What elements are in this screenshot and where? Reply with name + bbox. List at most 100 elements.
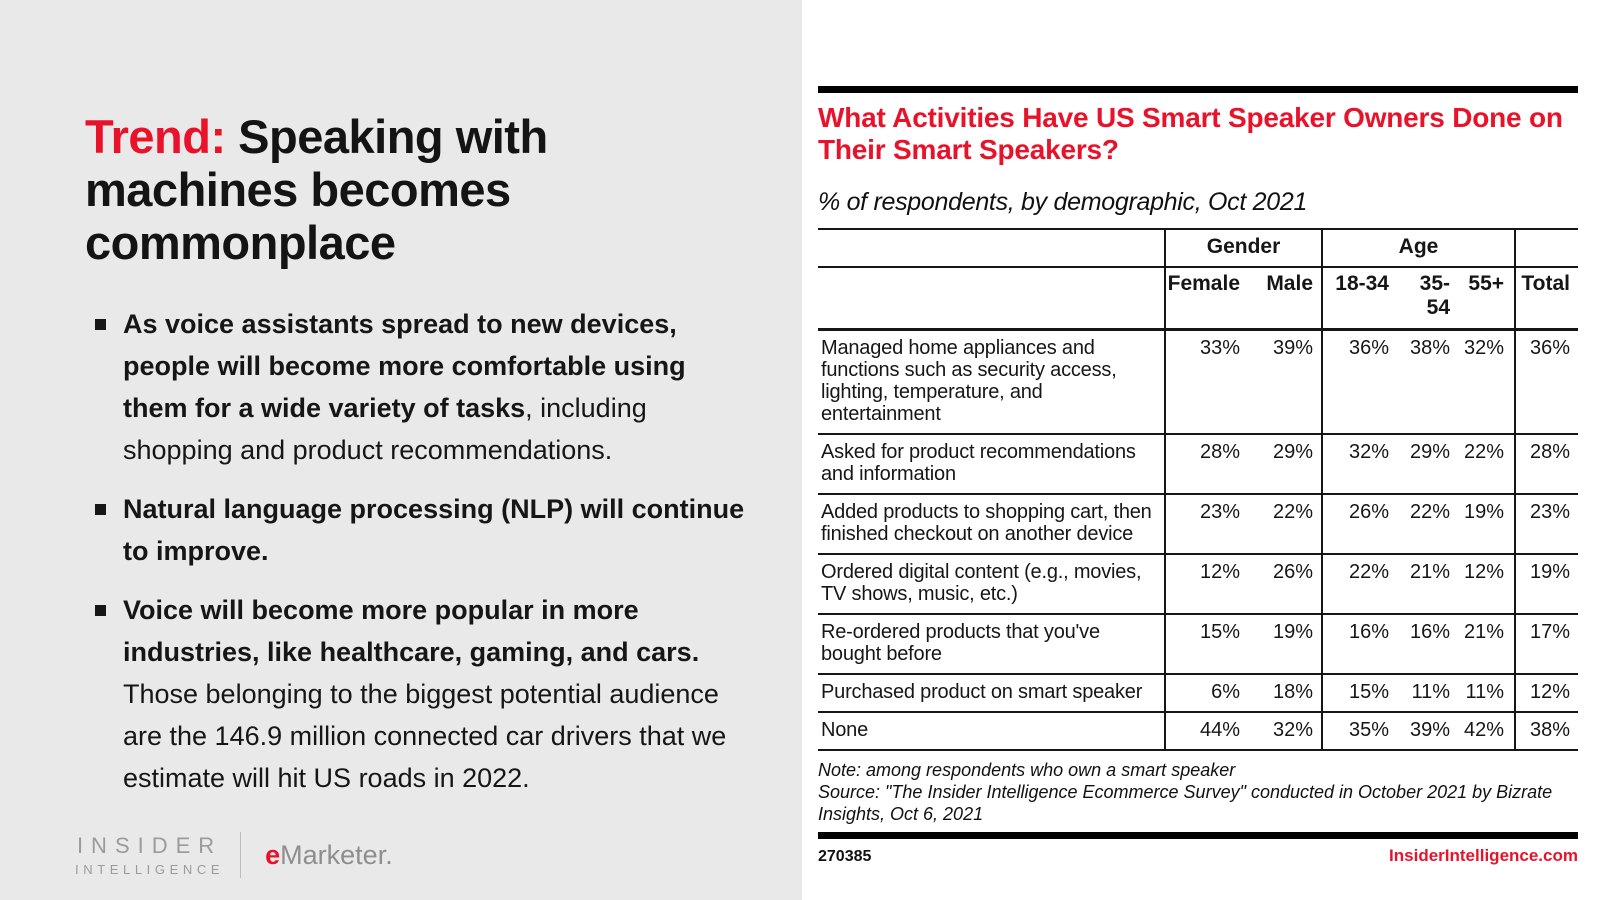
cell-total: 12% bbox=[1514, 674, 1579, 714]
cell-female: 15% bbox=[1164, 614, 1248, 676]
cell-18-34: 26% bbox=[1321, 494, 1397, 556]
col-header-18-34: 18-34 bbox=[1321, 267, 1397, 332]
chart-note: Note: among respondents who own a smart … bbox=[818, 760, 1236, 781]
group-header-age: Age bbox=[1320, 229, 1516, 269]
cell-female: 12% bbox=[1164, 554, 1248, 616]
cell-35-54: 11% bbox=[1397, 674, 1458, 714]
col-header-total: Total bbox=[1514, 267, 1579, 332]
cell-55plus: 22% bbox=[1458, 434, 1516, 496]
cell-55plus: 11% bbox=[1458, 674, 1516, 714]
table-row: None 44% 32% 35% 39% 42% 38% bbox=[818, 712, 1579, 752]
group-header-empty bbox=[818, 229, 1165, 269]
chart-subtitle: % of respondents, by demographic, Oct 20… bbox=[818, 188, 1308, 217]
bullet-item: Natural language processing (NLP) will c… bbox=[93, 488, 747, 572]
row-label: None bbox=[818, 712, 1165, 752]
chart-bottom-rule bbox=[818, 832, 1578, 840]
cell-male: 18% bbox=[1248, 674, 1322, 714]
cell-18-34: 32% bbox=[1321, 434, 1397, 496]
col-header-female: Female bbox=[1164, 267, 1248, 332]
cell-18-34: 16% bbox=[1321, 614, 1397, 676]
insider-logo-line1: INSIDER bbox=[76, 833, 223, 858]
slide-title: Trend: Speaking with machines becomes co… bbox=[85, 111, 747, 269]
bullet-item: Voice will become more popular in more i… bbox=[93, 589, 747, 799]
chart-source: Source: "The Insider Intelligence Ecomme… bbox=[818, 782, 1553, 824]
bullet-bold-text: Voice will become more popular in more i… bbox=[123, 595, 700, 668]
cell-total: 17% bbox=[1514, 614, 1579, 676]
brand-footer: INSIDER INTELLIGENCE eMarketer. bbox=[75, 832, 393, 878]
col-header-empty bbox=[818, 267, 1165, 332]
cell-male: 29% bbox=[1248, 434, 1322, 496]
cell-35-54: 39% bbox=[1397, 712, 1458, 752]
row-label: Ordered digital content (e.g., movies, T… bbox=[818, 554, 1165, 616]
table-row: Asked for product recommendations and in… bbox=[818, 434, 1579, 496]
group-header-total-empty bbox=[1514, 229, 1579, 269]
website-link[interactable]: InsiderIntelligence.com bbox=[1389, 846, 1578, 866]
cell-18-34: 22% bbox=[1321, 554, 1397, 616]
table-row: Added products to shopping cart, then fi… bbox=[818, 494, 1579, 556]
chart-top-rule bbox=[818, 86, 1578, 93]
group-header-row: Gender Age bbox=[818, 229, 1579, 269]
logo-divider bbox=[240, 832, 242, 878]
col-header-male: Male bbox=[1248, 267, 1322, 332]
cell-total: 38% bbox=[1514, 712, 1579, 752]
cell-55plus: 42% bbox=[1458, 712, 1516, 752]
cell-total: 23% bbox=[1514, 494, 1579, 556]
cell-18-34: 35% bbox=[1321, 712, 1397, 752]
group-header-gender: Gender bbox=[1164, 229, 1322, 269]
cell-male: 22% bbox=[1248, 494, 1322, 556]
row-label: Re-ordered products that you've bought b… bbox=[818, 614, 1165, 676]
bullet-regular-text: , including shopping and product recomme… bbox=[123, 393, 647, 466]
cell-total: 28% bbox=[1514, 434, 1579, 496]
emarketer-logo-rest: Marketer. bbox=[280, 839, 393, 870]
chart-notes: Note: among respondents who own a smart … bbox=[818, 760, 1578, 825]
col-header-55plus: 55+ bbox=[1458, 267, 1516, 332]
row-label: Purchased product on smart speaker bbox=[818, 674, 1165, 714]
row-label: Added products to shopping cart, then fi… bbox=[818, 494, 1165, 556]
cell-female: 44% bbox=[1164, 712, 1248, 752]
cell-35-54: 21% bbox=[1397, 554, 1458, 616]
cell-total: 36% bbox=[1514, 329, 1579, 436]
bullet-list: As voice assistants spread to new device… bbox=[93, 303, 747, 799]
emarketer-logo: eMarketer. bbox=[265, 840, 393, 871]
cell-male: 39% bbox=[1248, 329, 1322, 436]
bullet-item: As voice assistants spread to new device… bbox=[93, 303, 747, 471]
emarketer-logo-e: e bbox=[265, 839, 281, 870]
chart-id: 270385 bbox=[818, 848, 872, 866]
table-row: Purchased product on smart speaker 6% 18… bbox=[818, 674, 1579, 714]
table-head: Gender Age Female Male 18-34 35-54 55+ T… bbox=[818, 229, 1579, 332]
chart-title: What Activities Have US Smart Speaker Ow… bbox=[818, 102, 1563, 165]
cell-18-34: 36% bbox=[1321, 329, 1397, 436]
column-header-row: Female Male 18-34 35-54 55+ Total bbox=[818, 267, 1579, 332]
cell-55plus: 12% bbox=[1458, 554, 1516, 616]
bullet-regular-text: Those belonging to the biggest potential… bbox=[123, 679, 727, 794]
cell-18-34: 15% bbox=[1321, 674, 1397, 714]
cell-35-54: 22% bbox=[1397, 494, 1458, 556]
insider-logo-line2: INTELLIGENCE bbox=[75, 862, 225, 877]
cell-male: 19% bbox=[1248, 614, 1322, 676]
slide-title-rest: Speaking with machines becomes commonpla… bbox=[85, 110, 548, 269]
cell-male: 26% bbox=[1248, 554, 1322, 616]
cell-35-54: 16% bbox=[1397, 614, 1458, 676]
row-label: Managed home appliances and functions su… bbox=[818, 329, 1165, 436]
cell-35-54: 38% bbox=[1397, 329, 1458, 436]
data-table: Gender Age Female Male 18-34 35-54 55+ T… bbox=[818, 228, 1579, 752]
table-body: Managed home appliances and functions su… bbox=[818, 329, 1579, 752]
bullet-bold-text: As voice assistants spread to new device… bbox=[123, 309, 686, 424]
cell-female: 6% bbox=[1164, 674, 1248, 714]
cell-55plus: 19% bbox=[1458, 494, 1516, 556]
table-row: Managed home appliances and functions su… bbox=[818, 329, 1579, 436]
col-header-35-54: 35-54 bbox=[1397, 267, 1458, 332]
insider-intelligence-logo: INSIDER INTELLIGENCE bbox=[75, 833, 224, 877]
row-label: Asked for product recommendations and in… bbox=[818, 434, 1165, 496]
cell-55plus: 32% bbox=[1458, 329, 1516, 436]
chart-footer: 270385 InsiderIntelligence.com bbox=[818, 846, 1578, 866]
cell-35-54: 29% bbox=[1397, 434, 1458, 496]
table-row: Ordered digital content (e.g., movies, T… bbox=[818, 554, 1579, 616]
cell-female: 33% bbox=[1164, 329, 1248, 436]
table-row: Re-ordered products that you've bought b… bbox=[818, 614, 1579, 676]
left-panel: Trend: Speaking with machines becomes co… bbox=[0, 0, 802, 900]
cell-male: 32% bbox=[1248, 712, 1322, 752]
slide-title-accent: Trend: bbox=[85, 110, 226, 164]
cell-55plus: 21% bbox=[1458, 614, 1516, 676]
